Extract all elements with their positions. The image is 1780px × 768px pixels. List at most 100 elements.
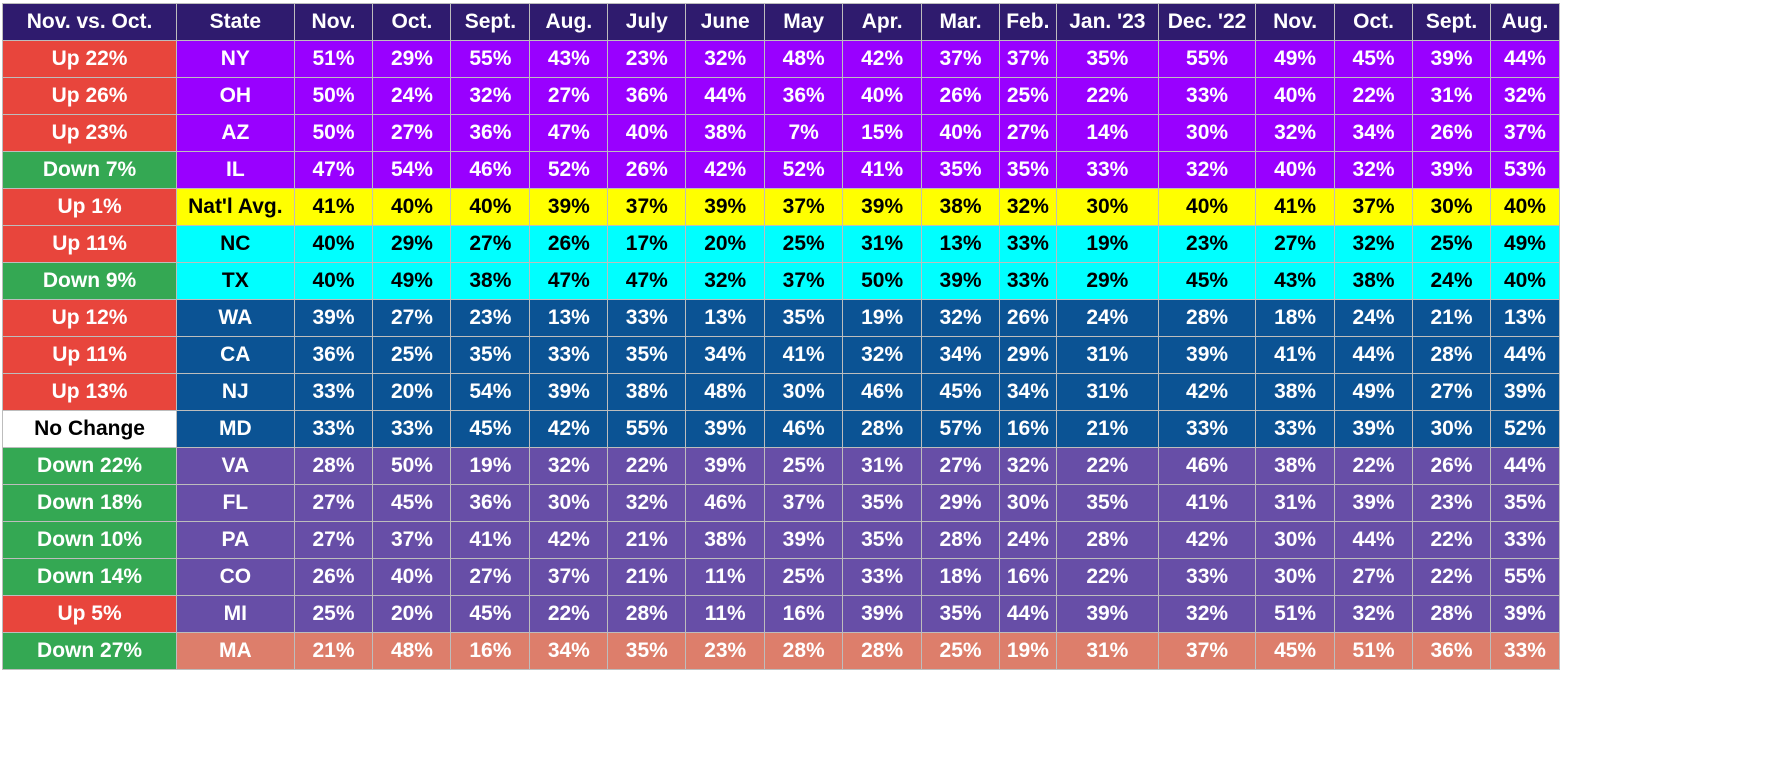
state-cell: MD — [176, 410, 295, 448]
value-cell: 25% — [921, 632, 1001, 670]
value-cell: 31% — [1055, 336, 1159, 374]
change-cell: Up 11% — [1, 225, 178, 263]
value-cell: 52% — [1489, 410, 1561, 448]
value-cell: 35% — [607, 632, 687, 670]
value-cell: 22% — [1412, 558, 1491, 596]
header-month: Feb. — [999, 3, 1057, 41]
value-cell: 39% — [842, 595, 923, 633]
value-cell: 26% — [607, 151, 687, 189]
value-cell: 36% — [450, 114, 531, 152]
value-cell: 34% — [921, 336, 1001, 374]
table-row: No Change MD 33% 33% 45% 42% 55% 39% 46% 28% 57% 16… — [1, 410, 1561, 448]
value-cell: 28% — [842, 410, 923, 448]
value-cell: 31% — [1055, 373, 1159, 411]
state-cell: WA — [176, 299, 295, 337]
value-cell: 41% — [450, 521, 531, 559]
header-state: State — [176, 3, 295, 41]
value-cell: 39% — [1412, 151, 1491, 189]
value-cell: 42% — [1157, 373, 1257, 411]
value-cell: 40% — [1255, 151, 1336, 189]
value-cell: 45% — [921, 373, 1001, 411]
value-cell: 44% — [1489, 336, 1561, 374]
value-cell: 17% — [607, 225, 687, 263]
table-row: Up 1% Nat'l Avg. 41% 40% 40% 39% 37% 39% 37% 39% 3… — [1, 188, 1561, 226]
value-cell: 31% — [1412, 77, 1491, 115]
value-cell: 40% — [372, 558, 452, 596]
value-cell: 27% — [1412, 373, 1491, 411]
summer-rates-table: Nov. vs. Oct. State Nov. Oct. Sept. Aug. July J… — [1, 3, 1561, 670]
value-cell: 41% — [293, 188, 374, 226]
value-cell: 39% — [293, 299, 374, 337]
value-cell: 26% — [999, 299, 1057, 337]
value-cell: 46% — [1157, 447, 1257, 485]
value-cell: 55% — [1489, 558, 1561, 596]
value-cell: 26% — [529, 225, 609, 263]
value-cell: 33% — [999, 225, 1057, 263]
value-cell: 42% — [685, 151, 766, 189]
value-cell: 40% — [293, 225, 374, 263]
value-cell: 37% — [921, 40, 1001, 78]
value-cell: 23% — [1157, 225, 1257, 263]
state-cell: OH — [176, 77, 295, 115]
header-row: Nov. vs. Oct. State Nov. Oct. Sept. Aug. July J… — [1, 3, 1561, 41]
header-month: Nov. — [1255, 3, 1336, 41]
value-cell: 26% — [293, 558, 374, 596]
value-cell: 38% — [685, 114, 766, 152]
value-cell: 21% — [607, 558, 687, 596]
value-cell: 37% — [372, 521, 452, 559]
change-cell: Up 22% — [1, 40, 178, 78]
table-row: Down 9% TX 40% 49% 38% 47% 47% 32% 37% 50% 39% 33% 2… — [1, 262, 1561, 300]
value-cell: 28% — [1412, 595, 1491, 633]
value-cell: 48% — [685, 373, 766, 411]
value-cell: 28% — [921, 521, 1001, 559]
table-row: Up 22% NY 51% 29% 55% 43% 23% 32% 48% 42% 37% 37% 35… — [1, 40, 1561, 78]
value-cell: 33% — [1157, 558, 1257, 596]
value-cell: 38% — [685, 521, 766, 559]
value-cell: 28% — [1157, 299, 1257, 337]
value-cell: 50% — [293, 114, 374, 152]
value-cell: 22% — [529, 595, 609, 633]
value-cell: 40% — [1489, 262, 1561, 300]
value-cell: 39% — [685, 188, 766, 226]
value-cell: 55% — [1157, 40, 1257, 78]
value-cell: 49% — [1334, 373, 1414, 411]
value-cell: 51% — [1255, 595, 1336, 633]
value-cell: 35% — [764, 299, 844, 337]
value-cell: 30% — [1255, 521, 1336, 559]
change-cell: Down 18% — [1, 484, 178, 522]
value-cell: 22% — [607, 447, 687, 485]
value-cell: 40% — [1157, 188, 1257, 226]
change-cell: Down 9% — [1, 262, 178, 300]
value-cell: 46% — [764, 410, 844, 448]
value-cell: 37% — [999, 40, 1057, 78]
value-cell: 40% — [1255, 77, 1336, 115]
value-cell: 27% — [921, 447, 1001, 485]
value-cell: 32% — [842, 336, 923, 374]
state-cell: NC — [176, 225, 295, 263]
value-cell: 50% — [842, 262, 923, 300]
value-cell: 33% — [1489, 521, 1561, 559]
value-cell: 22% — [1412, 521, 1491, 559]
value-cell: 20% — [685, 225, 766, 263]
value-cell: 22% — [1055, 558, 1159, 596]
value-cell: 50% — [293, 77, 374, 115]
value-cell: 40% — [921, 114, 1001, 152]
state-cell: FL — [176, 484, 295, 522]
value-cell: 33% — [293, 373, 374, 411]
value-cell: 20% — [372, 373, 452, 411]
value-cell: 33% — [529, 336, 609, 374]
value-cell: 47% — [529, 114, 609, 152]
value-cell: 23% — [685, 632, 766, 670]
value-cell: 35% — [842, 484, 923, 522]
value-cell: 40% — [1489, 188, 1561, 226]
value-cell: 13% — [685, 299, 766, 337]
state-cell: IL — [176, 151, 295, 189]
header-month: July — [607, 3, 687, 41]
state-cell: AZ — [176, 114, 295, 152]
value-cell: 34% — [529, 632, 609, 670]
value-cell: 37% — [1489, 114, 1561, 152]
value-cell: 26% — [1412, 447, 1491, 485]
change-cell: Down 7% — [1, 151, 178, 189]
value-cell: 28% — [764, 632, 844, 670]
value-cell: 24% — [1412, 262, 1491, 300]
